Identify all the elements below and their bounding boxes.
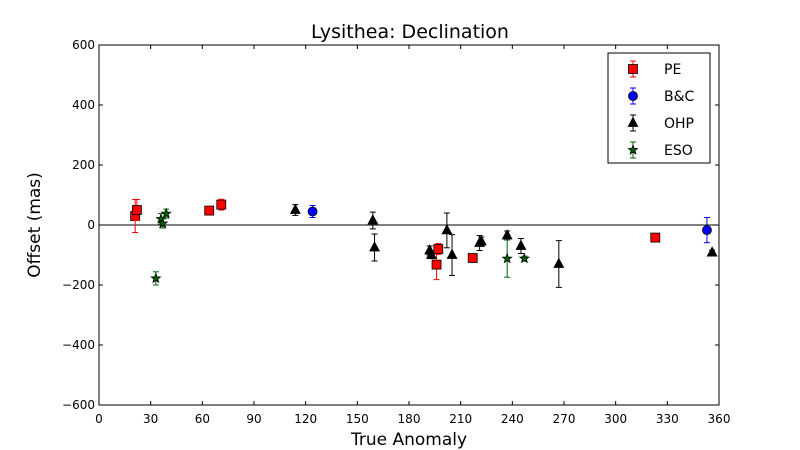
data-point [515,239,527,250]
data-point [160,207,172,219]
data-point [216,199,227,210]
data-point [475,235,487,246]
x-tick-label: 90 [246,412,261,426]
data-point [501,252,513,264]
data-layer [99,198,719,288]
data-point [131,205,142,215]
data-point [369,241,381,252]
legend-marker [628,91,638,101]
data-point [446,248,458,259]
data-point [157,217,169,229]
legend: PE B&C OHP ESO [607,52,711,164]
x-tick-label: 360 [708,412,731,426]
legend-box [607,52,711,164]
data-point [501,229,513,240]
series-pe [130,198,661,281]
data-point [702,225,712,236]
y-tick-label: 200 [72,158,95,172]
x-tick-label: 0 [95,412,103,426]
data-point [367,214,379,225]
data-point [289,203,301,214]
x-tick-label: 300 [604,412,627,426]
legend-marker [628,64,638,74]
x-tick-label: 240 [501,412,524,426]
legend-label: ESO [664,143,693,159]
x-tick-label: 150 [346,412,369,426]
legend-marker [627,144,639,155]
y-tick-label: −400 [62,338,95,352]
data-point [441,224,453,235]
series-eso [150,207,531,286]
x-tick-label: 60 [195,412,210,426]
x-axis-title: True Anomaly [350,430,467,450]
y-tick-label: 400 [72,98,95,112]
data-point [467,253,478,263]
legend-label: OHP [664,116,694,132]
legend-label: B&C [664,89,695,105]
data-point [553,257,565,268]
x-tick-label: 270 [553,412,576,426]
data-point [433,244,444,254]
y-tick-label: −600 [62,398,95,412]
y-axis-title: Offset (mas) [25,172,45,278]
y-tick-label: 600 [72,38,95,52]
series-ohp [289,203,718,288]
legend-marker [627,116,639,127]
data-point [150,272,162,284]
chart-title: Lysithea: Declination [311,21,509,43]
axes-layer: 0 30 60 90 120 150 180 210 240 270 300 330 360 −600 −4… [62,38,730,426]
y-tick-label: 0 [87,218,95,232]
data-point [650,232,661,243]
y-tick-label: −200 [62,278,95,292]
data-point [518,252,531,264]
series-b-c [307,205,712,244]
x-tick-label: 180 [398,412,421,426]
data-point [307,206,318,217]
x-tick-label: 30 [143,412,158,426]
x-tick-label: 120 [294,412,317,426]
data-point [425,248,437,259]
data-point [204,205,215,216]
data-point [706,246,718,257]
legend-label: PE [664,62,681,78]
x-tick-label: 330 [656,412,679,426]
data-point [431,259,442,270]
x-tick-label: 210 [449,412,472,426]
